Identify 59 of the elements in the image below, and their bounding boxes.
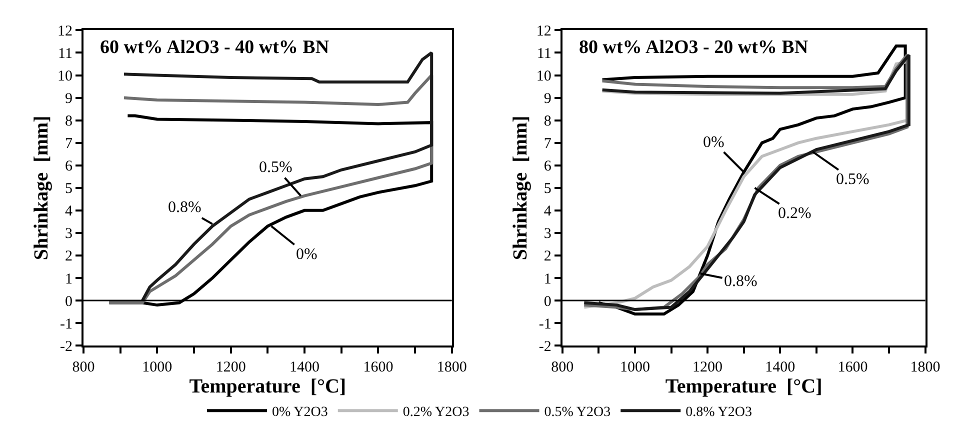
legend-label: 0.8% Y2O3	[686, 405, 752, 420]
x-tick-label: 1400	[765, 360, 796, 376]
y-tick-label: 3	[64, 226, 72, 242]
legend-label: 0% Y2O3	[272, 405, 328, 420]
y-tick-label: 3	[544, 226, 552, 242]
y-tick-label: 5	[64, 181, 72, 198]
x-axis-title: Temperature [°C]	[189, 376, 346, 398]
x-tick-label: 1600	[838, 360, 868, 376]
y-tick-label: 11	[58, 46, 72, 62]
y-tick-label: 7	[544, 136, 552, 152]
x-tick-label: 1800	[910, 360, 940, 376]
y-tick-label: 7	[64, 136, 73, 152]
x-tick-label: 1000	[620, 360, 650, 376]
x-tick-label: 800	[551, 360, 574, 376]
y-tick-label: -1	[538, 316, 552, 332]
x-tick-label: 1000	[142, 360, 172, 376]
y-tick-label: 2	[64, 248, 72, 265]
y-tick-label: 0	[544, 294, 552, 310]
y-tick-label: 8	[64, 114, 72, 130]
y-tick-label: -1	[60, 316, 72, 332]
y-axis-title: Shrinkage [mm]	[30, 116, 52, 260]
y-tick-label: 9	[544, 91, 552, 108]
y-tick-label: 8	[544, 114, 552, 130]
x-tick-label: 1200	[692, 360, 723, 376]
y-tick-label: 4	[544, 204, 552, 220]
y-tick-label: 12	[57, 23, 72, 40]
y-tick-label: 1	[544, 271, 552, 288]
legend-label: 0.2% Y2O3	[402, 405, 470, 420]
y-tick-label: 4	[64, 204, 73, 220]
y-tick-label: 2	[544, 248, 552, 265]
y-tick-label: 10	[536, 68, 552, 85]
annotation: 0.5%	[259, 159, 292, 176]
chart-title: 60 wt% Al2O3 - 40 wt% BN	[100, 37, 330, 58]
annotation: 0.5%	[836, 171, 870, 188]
annotation: 0%	[703, 134, 724, 151]
y-tick-label: 11	[536, 46, 552, 62]
x-tick-label: 1400	[290, 360, 320, 376]
y-tick-label: -2	[538, 338, 552, 355]
y-axis-title: Shrinkage [mm]	[509, 116, 532, 260]
x-axis-title: Temperature [°C]	[665, 376, 822, 398]
legend-label: 0.5% Y2O3	[544, 405, 611, 420]
y-tick-label: 5	[544, 181, 552, 198]
x-tick-label: 1600	[363, 360, 394, 376]
y-tick-label: 6	[64, 158, 73, 175]
y-tick-label: 1	[64, 271, 72, 288]
x-tick-label: 1200	[216, 360, 246, 376]
chart-title: 80 wt% Al2O3 - 20 wt% BN	[579, 37, 808, 58]
y-tick-label: 6	[544, 158, 552, 175]
x-tick-label: 1800	[436, 360, 467, 376]
annotation: 0.2%	[778, 205, 812, 222]
annotation: 0.8%	[168, 199, 202, 216]
y-tick-label: 0	[64, 294, 72, 310]
y-tick-label: 10	[57, 68, 72, 85]
y-tick-label: -2	[60, 338, 72, 355]
y-tick-label: 9	[64, 91, 72, 108]
y-tick-label: 12	[536, 23, 552, 40]
x-tick-label: 800	[72, 360, 95, 376]
annotation: 0.8%	[724, 273, 758, 290]
annotation: 0%	[296, 246, 318, 263]
